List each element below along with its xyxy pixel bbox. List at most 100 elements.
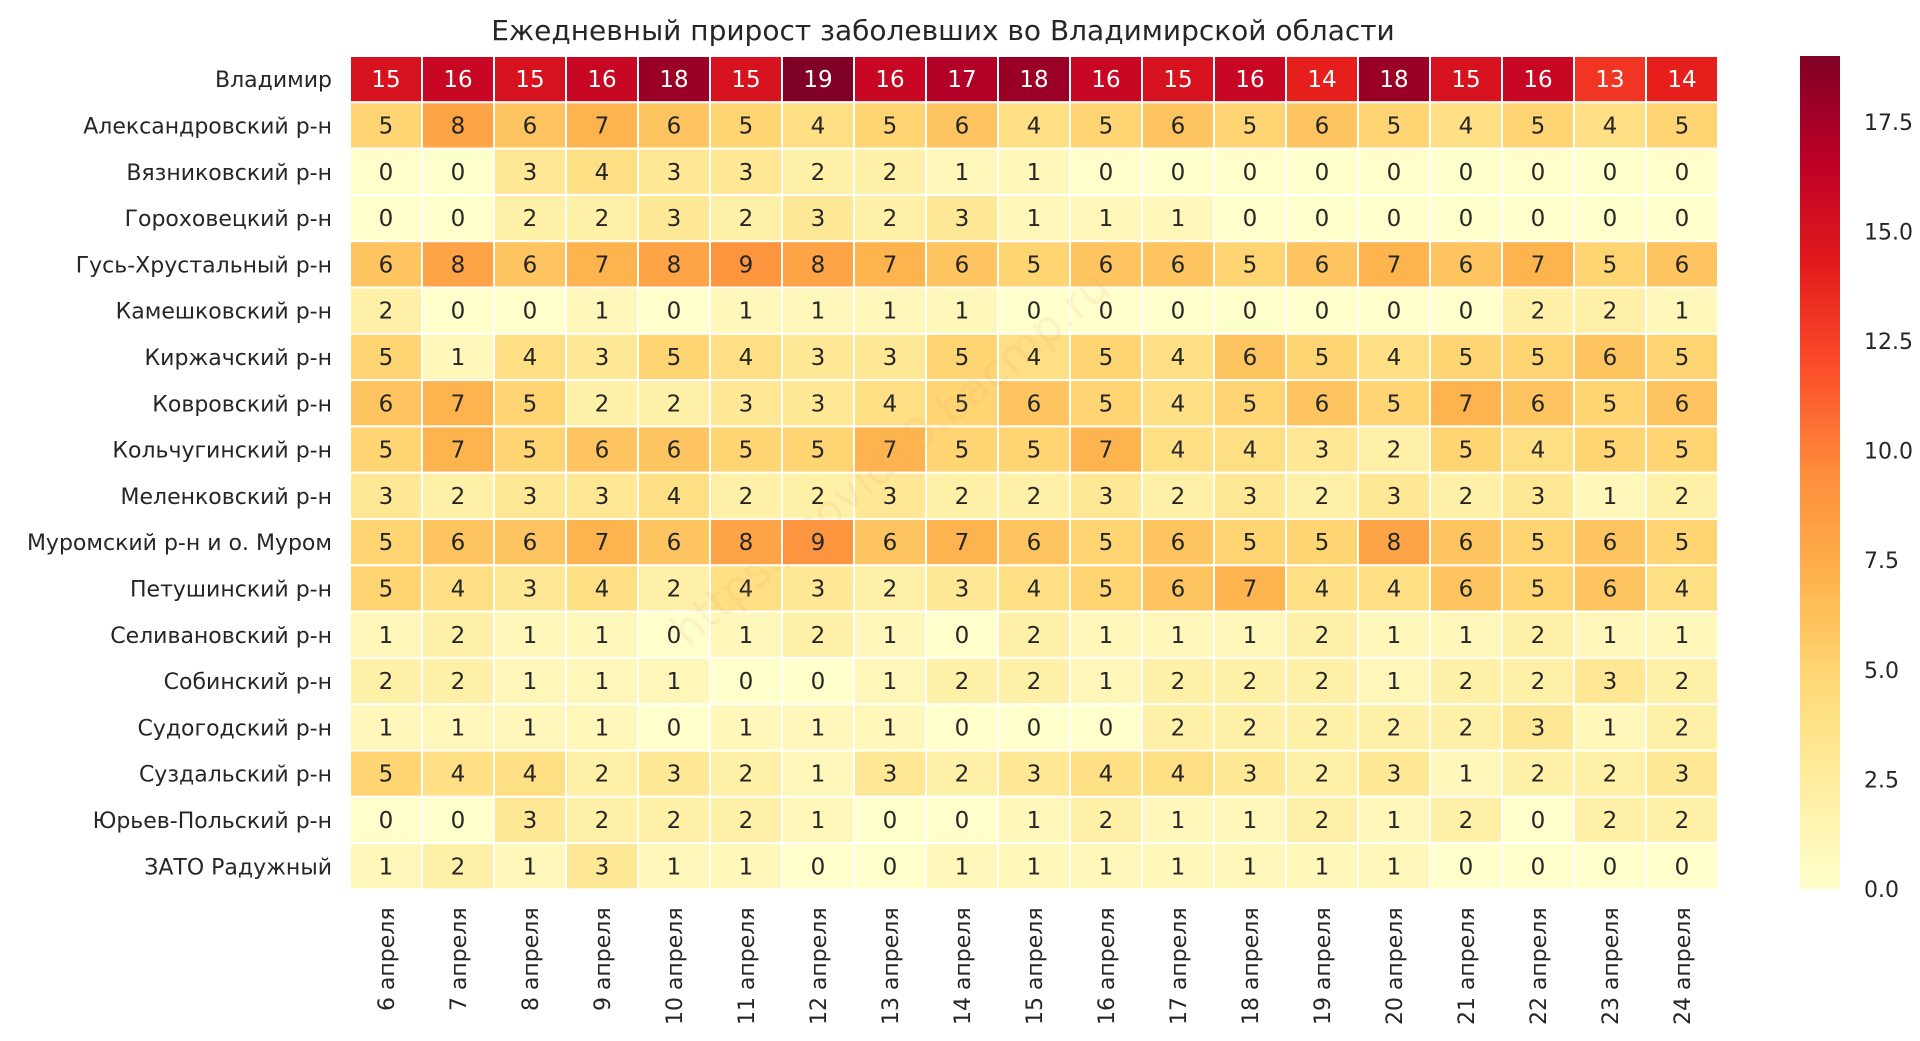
cell-value: 6 — [523, 113, 538, 139]
heatmap-cell — [1357, 656, 1431, 706]
column-label: 22 апреля — [1527, 907, 1552, 1025]
heatmap-cell — [421, 610, 495, 659]
heatmap-cell — [709, 55, 783, 104]
cell-value: 2 — [955, 484, 970, 510]
cell-value: 6 — [1315, 252, 1330, 278]
heatmap-cell — [1069, 795, 1143, 845]
cell-value: 2 — [739, 808, 754, 834]
cell-value: 0 — [667, 623, 682, 649]
cell-value: 2 — [667, 391, 682, 417]
cell-value: 4 — [1459, 113, 1474, 139]
cell-value: 15 — [1451, 67, 1480, 93]
heatmap-cell — [637, 425, 711, 474]
chart-title: Ежедневный прирост заболевших во Владими… — [491, 14, 1395, 47]
cell-value: 15 — [1163, 67, 1192, 93]
heatmap-cell — [349, 425, 423, 474]
cell-value: 3 — [1531, 484, 1546, 510]
colorbar-tick-label: 2.5 — [1864, 768, 1899, 793]
heatmap-cell — [493, 842, 567, 891]
cell-value: 4 — [523, 762, 538, 788]
cell-value: 1 — [1459, 762, 1474, 788]
cell-value: 2 — [667, 808, 682, 834]
heatmap-cell — [997, 564, 1071, 613]
cell-value: 6 — [955, 113, 970, 139]
heatmap-cell — [853, 795, 927, 845]
cell-value: 5 — [1027, 438, 1042, 464]
cell-value: 6 — [1315, 113, 1330, 139]
heatmap-cell — [1285, 286, 1359, 335]
cell-value: 0 — [667, 299, 682, 325]
heatmap-cell — [1573, 332, 1647, 382]
cell-value: 9 — [811, 530, 826, 556]
cell-value: 1 — [1171, 854, 1186, 880]
cell-value: 1 — [739, 299, 754, 325]
cell-value: 5 — [1531, 113, 1546, 139]
cell-value: 7 — [955, 530, 970, 556]
cell-value: 6 — [1315, 391, 1330, 417]
heatmap-cell — [637, 842, 711, 891]
heatmap-cell — [1429, 55, 1503, 104]
cell-value: 4 — [1027, 113, 1042, 139]
heatmap-cell — [1141, 101, 1215, 150]
heatmap-cell — [421, 286, 495, 335]
heatmap-cell — [1357, 240, 1431, 289]
cell-value: 5 — [811, 438, 826, 464]
cell-value: 5 — [379, 345, 394, 371]
cell-value: 0 — [1603, 854, 1618, 880]
heatmap-cell — [925, 425, 999, 474]
cell-value: 2 — [739, 762, 754, 788]
cell-value: 0 — [883, 854, 898, 880]
cell-value: 2 — [1531, 762, 1546, 788]
cell-value: 3 — [811, 576, 826, 602]
cell-value: 2 — [883, 160, 898, 186]
cell-value: 2 — [667, 576, 682, 602]
cell-value: 1 — [1387, 669, 1402, 695]
heatmap-cell — [709, 240, 783, 289]
cell-value: 15 — [731, 67, 760, 93]
cell-value: 3 — [955, 206, 970, 232]
heatmap-cell — [1645, 795, 1719, 845]
cell-value: 5 — [667, 345, 682, 371]
cell-value: 2 — [1171, 669, 1186, 695]
heatmap-cell — [1357, 749, 1431, 798]
cell-value: 2 — [1171, 715, 1186, 741]
cell-value: 2 — [1675, 484, 1690, 510]
heatmap-cell — [1573, 610, 1647, 659]
heatmap-cell — [709, 610, 783, 659]
row-label: Киржачский р-н — [145, 346, 332, 371]
cell-value: 2 — [739, 484, 754, 510]
cell-value: 3 — [1387, 762, 1402, 788]
heatmap-cell — [781, 564, 855, 613]
cell-value: 2 — [811, 160, 826, 186]
heatmap-cell — [997, 749, 1071, 798]
cell-value: 1 — [1675, 623, 1690, 649]
cell-value: 2 — [1603, 762, 1618, 788]
heatmap-cell — [709, 703, 783, 752]
cell-value: 1 — [379, 854, 394, 880]
row-label: Гусь-Хрустальный р-н — [76, 253, 332, 278]
cell-value: 6 — [1603, 530, 1618, 556]
heatmap-cell — [997, 101, 1071, 150]
cell-value: 0 — [1243, 160, 1258, 186]
cell-value: 6 — [1459, 530, 1474, 556]
column-label: 23 апреля — [1599, 907, 1624, 1025]
heatmap-cell — [853, 610, 927, 659]
cell-value: 0 — [1459, 206, 1474, 232]
heatmap-cell — [565, 101, 639, 150]
cell-value: 2 — [739, 206, 754, 232]
cell-value: 3 — [1243, 484, 1258, 510]
cell-value: 4 — [595, 576, 610, 602]
cell-value: 4 — [1171, 762, 1186, 788]
cell-value: 4 — [1387, 345, 1402, 371]
cell-value: 5 — [1027, 252, 1042, 278]
cell-value: 1 — [595, 669, 610, 695]
heatmap-cell — [1501, 842, 1575, 891]
heatmap-cell — [493, 240, 567, 289]
heatmap-cell — [1501, 703, 1575, 752]
cell-value: 1 — [595, 299, 610, 325]
heatmap-cell — [349, 101, 423, 150]
heatmap-cell — [1141, 379, 1215, 428]
heatmap-cell — [637, 332, 711, 382]
heatmap-cell — [349, 286, 423, 335]
heatmap-cell — [997, 425, 1071, 474]
